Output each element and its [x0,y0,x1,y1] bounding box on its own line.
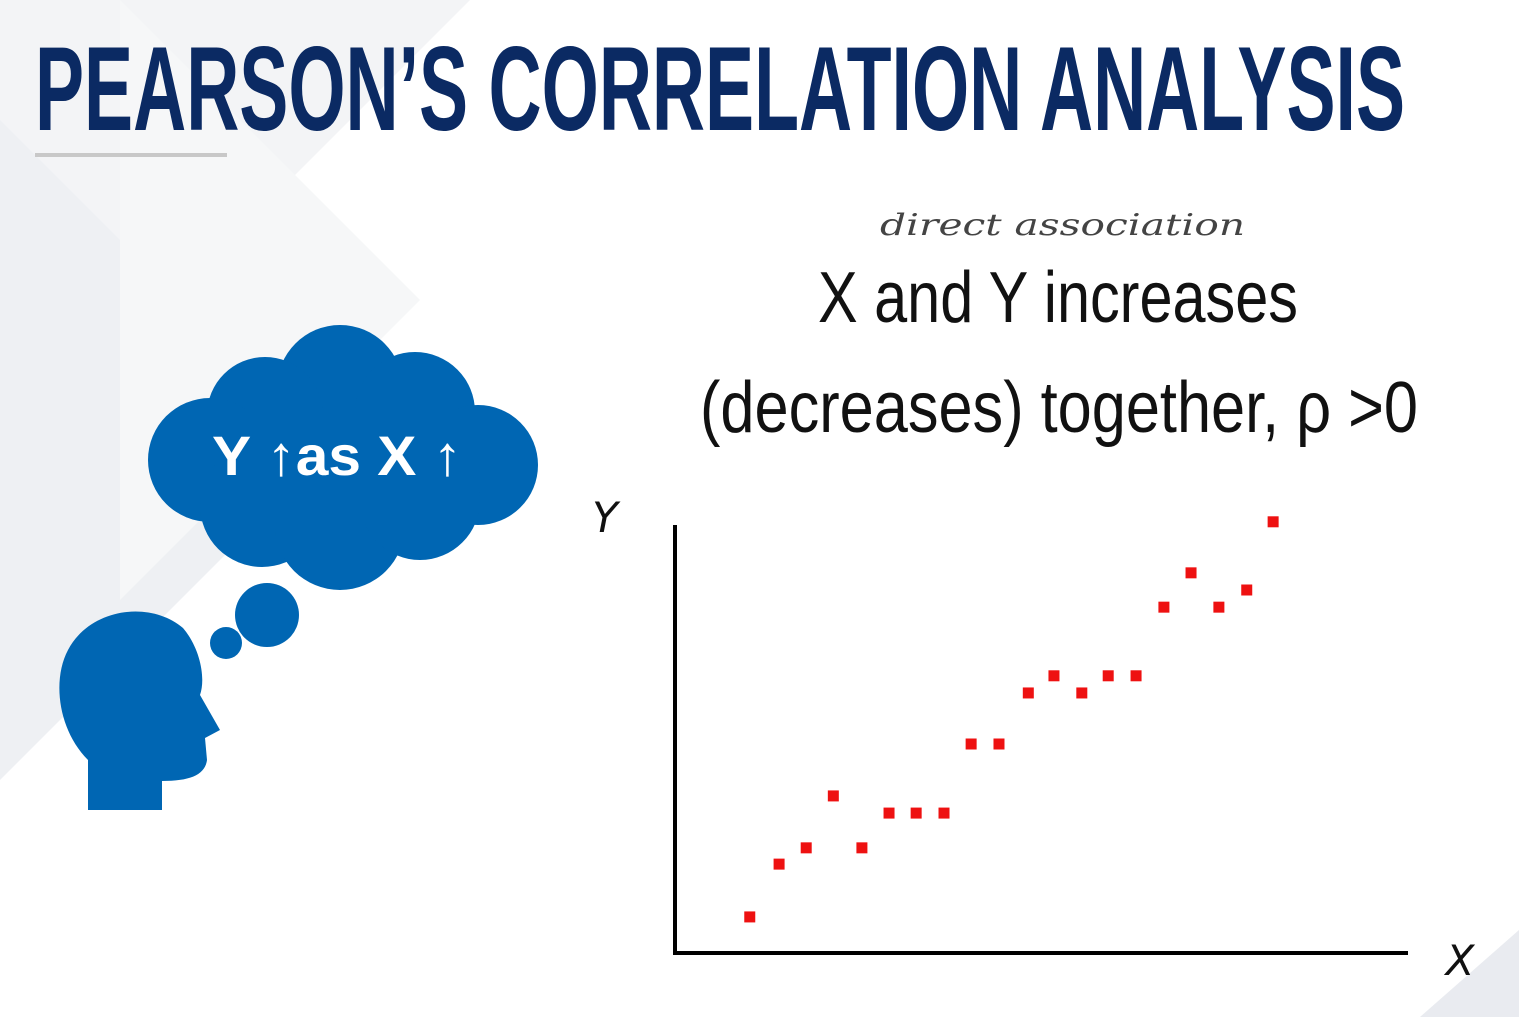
scatter-point [1130,670,1142,682]
scatter-point [800,842,812,854]
scatter-point [1158,601,1170,613]
scatter-point [1241,584,1253,596]
scatter-point [1048,670,1060,682]
scatter-point [938,807,950,819]
scatter-point [1185,567,1197,579]
scatter-point [856,842,868,854]
y-axis-label: Y [592,493,621,542]
thought-text: Y ↑as X ↑ [212,424,462,487]
scatter-point [1022,687,1034,699]
scatter-point [910,807,922,819]
handwritten-note: direct association [880,208,1245,243]
scatter-point [744,911,756,923]
scatter-point [1076,687,1088,699]
x-axis-label: X [1444,936,1476,985]
scatter-point [1213,601,1225,613]
scatter-point [993,738,1005,750]
scatter-point [773,858,785,870]
scatter-point [1267,516,1279,528]
scatter-point [965,738,977,750]
head-icon [59,611,220,810]
scatter-point [827,790,839,802]
scatter-point [1102,670,1114,682]
statement-line: (decreases) together, ρ >0 [700,368,1418,448]
slide-title: PEARSON’S CORRELATION ANALYSIS [35,22,1405,156]
scatter-point [883,807,895,819]
thought-cloud [148,325,538,659]
scatter-chart: Y X [592,493,1475,985]
statement-line: X and Y increases [818,258,1298,338]
